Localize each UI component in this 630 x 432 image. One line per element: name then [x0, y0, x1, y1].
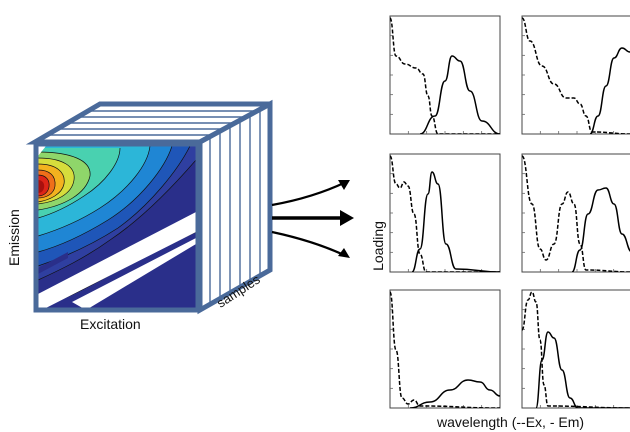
- loading-3-2-panel: [521, 289, 630, 409]
- panel-frame: [389, 153, 501, 273]
- excitation-loading-curve: [522, 17, 630, 134]
- arrow-up-icon: [271, 181, 347, 207]
- loading-2-2-panel: [521, 153, 630, 273]
- emission-loading-curve: [589, 47, 630, 134]
- decomposition-arrows: [271, 180, 354, 258]
- loading-3-1-panel: [389, 289, 501, 409]
- arrow-down-icon: [271, 230, 347, 257]
- excitation-axis-label: Excitation: [80, 316, 141, 332]
- excitation-loading-curve: [390, 291, 500, 408]
- emission-loading-curve: [535, 331, 630, 408]
- excitation-loading-curve: [522, 291, 630, 408]
- emission-loading-curve: [409, 379, 500, 408]
- excitation-loading-curve: [390, 17, 500, 134]
- emission-loading-curve: [419, 55, 500, 134]
- excitation-loading-curve: [390, 155, 500, 272]
- wavelength-axis-label: wavelength (--Ex, - Em): [437, 414, 585, 430]
- emission-axis-label: Emission: [6, 209, 22, 266]
- panel-frame: [389, 289, 501, 409]
- eem-contour-plot: [33, 141, 201, 313]
- loading-1-1-panel: [389, 15, 501, 135]
- loading-panels: [389, 15, 630, 409]
- panel-frame: [389, 15, 501, 135]
- emission-loading-curve: [571, 187, 630, 272]
- loading-2-1-panel: [389, 153, 501, 273]
- emission-loading-curve: [411, 171, 500, 272]
- loading-1-2-panel: [521, 15, 630, 135]
- panel-frame: [521, 15, 630, 135]
- loading-axis-label: Loading: [370, 221, 386, 271]
- excitation-loading-curve: [522, 155, 630, 272]
